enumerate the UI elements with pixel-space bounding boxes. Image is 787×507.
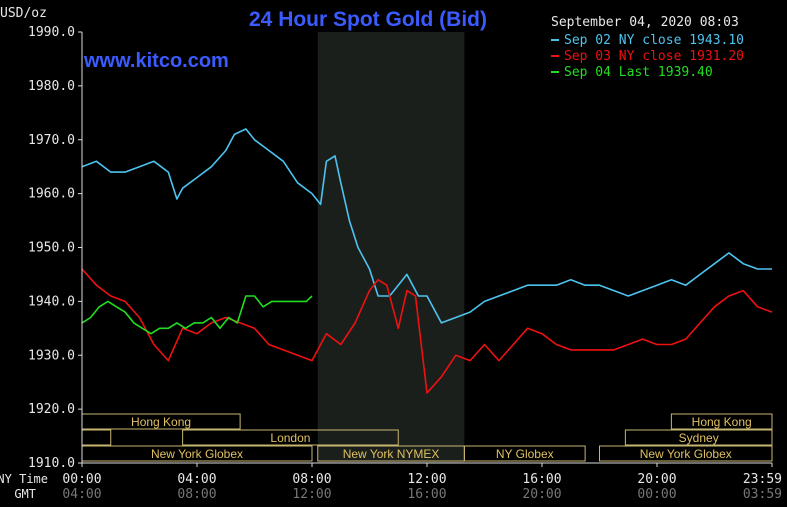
session-label: New York Globex (151, 447, 243, 461)
gmt-label: GMT (14, 487, 36, 501)
session-bar (182, 429, 399, 446)
x-tick-label-ny: 12:00 (407, 472, 446, 487)
ny-time-label: NY Time (0, 472, 48, 486)
session-bar (463, 445, 586, 462)
x-tick-label-gmt: 20:00 (522, 487, 561, 502)
session-bars: Hong Kong London New York Globex New York N… (81, 413, 773, 462)
y-tick-label: 1940.0 (28, 294, 75, 309)
x-tick-label-ny: 16:00 (522, 472, 561, 487)
legend-entry: Sep 04 Last 1939.40 (564, 65, 713, 80)
y-tick-label: 1970.0 (28, 133, 75, 148)
session-label: Sydney (679, 431, 719, 445)
x-tick-label-gmt: 03:59 (743, 487, 782, 502)
session-label: NY Globex (496, 447, 554, 461)
session-label: New York NYMEX (343, 447, 440, 461)
y-tick-label: 1960.0 (28, 187, 75, 202)
x-tick-label-gmt: 04:00 (62, 487, 101, 502)
y-tick-labels: 1990.0 1980.0 1970.0 1960.0 1950.0 1940.0 1930… (28, 25, 82, 471)
legend-entry: Sep 02 NY close 1943.10 (564, 33, 744, 48)
y-axis-unit-label: USD/oz (0, 6, 47, 21)
y-tick-label: 1950.0 (28, 241, 75, 256)
y-tick-label: 1930.0 (28, 348, 75, 363)
kitco-watermark: www.kitco.com (83, 50, 229, 72)
session-label: New York Globex (640, 447, 732, 461)
chart-title: 24 Hour Spot Gold (Bid) (249, 8, 487, 31)
session-bar (624, 429, 773, 446)
y-tick-label: 1910.0 (28, 456, 75, 471)
y-tick-label: 1920.0 (28, 402, 75, 417)
x-tick-label-ny: 08:00 (292, 472, 331, 487)
y-tick-label: 1980.0 (28, 79, 75, 94)
session-label: London (270, 431, 310, 445)
session-bar (599, 445, 773, 462)
series-line (81, 295, 313, 335)
x-tick-label-gmt: 08:00 (177, 487, 216, 502)
x-tick-label-ny: 00:00 (62, 472, 101, 487)
series-line (81, 128, 772, 324)
series-lines (81, 128, 773, 394)
session-label: Hong Kong (692, 415, 752, 429)
timestamp: September 04, 2020 08:03 (551, 15, 739, 30)
x-tick-label-gmt: 16:00 (407, 487, 446, 502)
legend-entry: Sep 03 NY close 1931.20 (564, 49, 744, 64)
x-tick-label-ny: 20:00 (637, 472, 676, 487)
nymex-highlight-band (317, 32, 465, 463)
x-tick-label-gmt: 12:00 (292, 487, 331, 502)
x-tick-label-ny: 23:59 (743, 472, 782, 487)
y-tick-label: 1990.0 (28, 25, 75, 40)
x-tick-label-ny: 04:00 (177, 472, 216, 487)
series-line (81, 268, 773, 394)
x-tick-label-gmt: 00:00 (637, 487, 676, 502)
session-label: Hong Kong (131, 415, 191, 429)
session-bar (670, 413, 773, 430)
x-tick-labels: 00:0004:0004:0008:0008:0012:0012:0016:00… (62, 463, 782, 502)
